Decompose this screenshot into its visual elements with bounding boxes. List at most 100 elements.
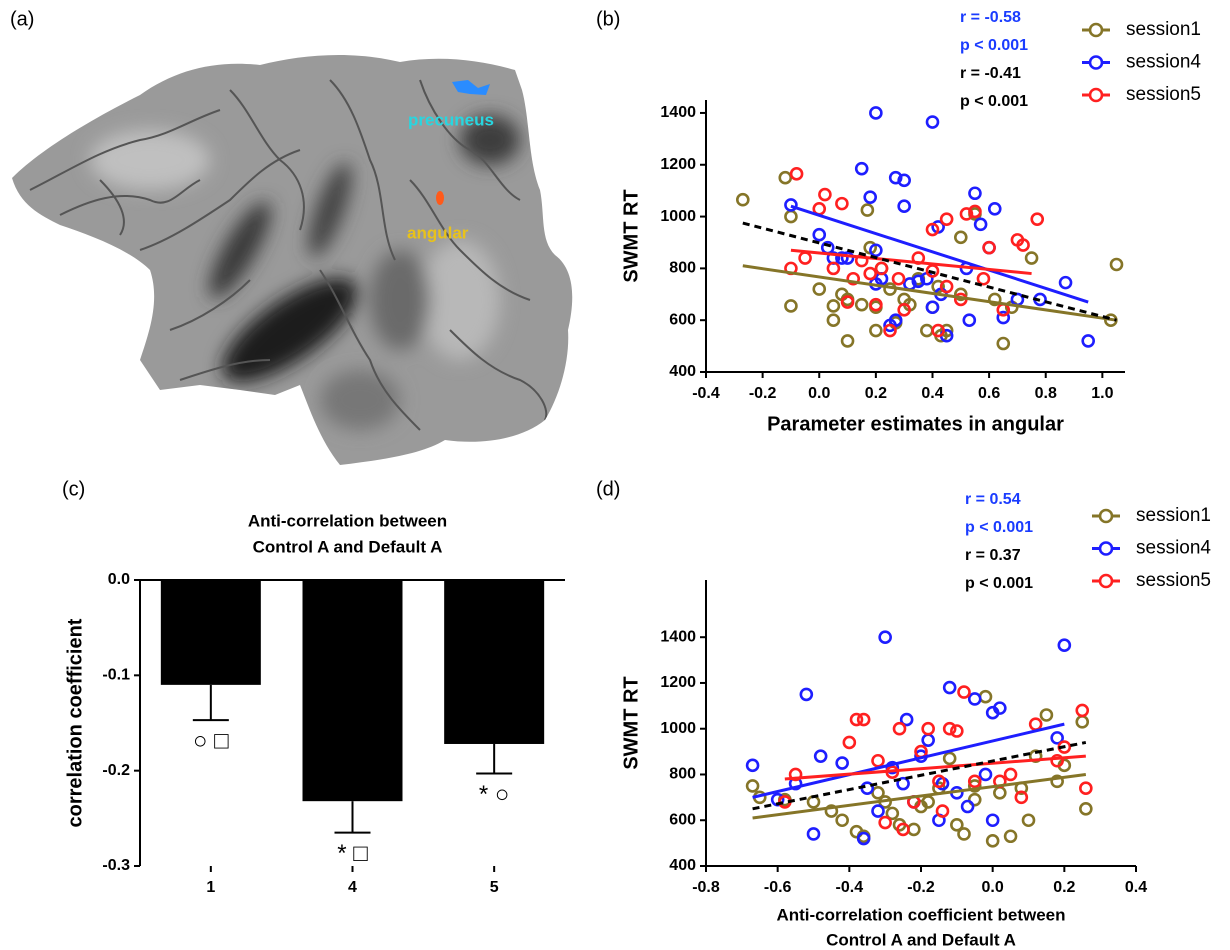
data-point <box>975 219 986 230</box>
data-point <box>870 325 881 336</box>
data-point <box>1077 716 1088 727</box>
data-point <box>899 201 910 212</box>
annotation: r = -0.41 <box>960 65 1021 82</box>
data-point <box>987 815 998 826</box>
data-point <box>927 117 938 128</box>
data-point <box>815 751 826 762</box>
data-point <box>959 687 970 698</box>
x-tick-label: -0.2 <box>749 385 777 402</box>
data-point <box>737 194 748 205</box>
data-point <box>964 315 975 326</box>
data-point <box>1080 783 1091 794</box>
x-tick-label: 1.0 <box>1091 385 1113 402</box>
y-axis-label: correlation coefficient <box>64 618 86 827</box>
data-point <box>856 299 867 310</box>
data-point <box>880 817 891 828</box>
data-point <box>1032 214 1043 225</box>
data-point <box>944 682 955 693</box>
x-tick-label: 0.2 <box>865 385 887 402</box>
figure: precuneus angular (a) (b) (c) (d) -0.4-0… <box>0 0 1230 950</box>
annotation: p < 0.001 <box>965 575 1033 592</box>
x-tick-label: 0.0 <box>982 879 1004 896</box>
data-point <box>908 824 919 835</box>
annotation: p < 0.001 <box>965 519 1033 536</box>
data-point <box>808 828 819 839</box>
x-axis-label: Parameter estimates in angular <box>767 413 1064 435</box>
data-point <box>978 273 989 284</box>
data-point <box>837 815 848 826</box>
x-tick-label: 5 <box>490 879 499 896</box>
x-tick-label: 0.8 <box>1035 385 1057 402</box>
panel-label: (a) <box>10 8 34 30</box>
y-tick-label: 1000 <box>660 208 696 225</box>
data-point <box>862 205 873 216</box>
x-tick-label: 0.0 <box>808 385 830 402</box>
data-point <box>994 787 1005 798</box>
y-tick-label: 0.0 <box>108 571 130 588</box>
data-point <box>1005 769 1016 780</box>
annotation: r = 0.54 <box>965 491 1021 508</box>
x-axis-label: Anti-correlation coefficient between <box>776 905 1065 924</box>
annotation: r = -0.58 <box>960 9 1021 26</box>
panel-label: (d) <box>596 478 620 500</box>
data-point <box>1023 815 1034 826</box>
y-tick-label: -0.1 <box>102 667 130 684</box>
data-point <box>836 198 847 209</box>
annotation: r = 0.37 <box>965 547 1021 564</box>
brain-label: angular <box>407 223 469 242</box>
data-point <box>1030 719 1041 730</box>
brain-label: precuneus <box>408 110 494 129</box>
data-point <box>800 253 811 264</box>
data-point <box>856 163 867 174</box>
data-point <box>814 284 825 295</box>
overall-fit-line <box>743 223 1117 320</box>
data-point <box>989 203 1000 214</box>
y-tick-label: -0.3 <box>102 857 130 874</box>
legend-label: session4 <box>1126 52 1201 73</box>
data-point <box>1041 709 1052 720</box>
data-point <box>969 188 980 199</box>
chart-title: Control A and Default A <box>253 537 443 556</box>
data-point <box>1077 705 1088 716</box>
y-tick-label: 1400 <box>660 628 696 645</box>
data-point <box>819 189 830 200</box>
data-point <box>927 302 938 313</box>
data-point <box>1012 294 1023 305</box>
x-tick-label: -0.4 <box>836 879 864 896</box>
legend-marker <box>1090 89 1102 101</box>
data-point <box>962 801 973 812</box>
data-point <box>923 723 934 734</box>
data-point <box>844 737 855 748</box>
data-point <box>998 338 1009 349</box>
legend-label: session1 <box>1136 505 1211 526</box>
legend-marker <box>1090 57 1102 69</box>
bar <box>303 580 403 801</box>
x-tick-label: -0.8 <box>692 879 720 896</box>
x-tick-label: -0.4 <box>692 385 720 402</box>
data-point <box>801 689 812 700</box>
y-axis-label: SWMT RT <box>620 676 642 769</box>
y-tick-label: -0.2 <box>102 762 130 779</box>
data-point <box>893 273 904 284</box>
data-point <box>828 315 839 326</box>
data-point <box>987 835 998 846</box>
data-point <box>1111 259 1122 270</box>
bar <box>161 580 261 685</box>
x-tick-label: 4 <box>348 879 357 896</box>
x-tick-label: 0.4 <box>921 385 943 402</box>
legend-marker <box>1090 24 1102 36</box>
data-point <box>870 107 881 118</box>
legend-marker <box>1100 575 1112 587</box>
brain-panel: precuneus angular <box>0 40 600 480</box>
y-tick-label: 800 <box>669 260 696 277</box>
x-tick-label: 0.6 <box>978 385 1000 402</box>
legend-label: session1 <box>1126 19 1201 40</box>
y-tick-label: 1400 <box>660 104 696 121</box>
data-point <box>969 693 980 704</box>
x-tick-label: -0.6 <box>764 879 792 896</box>
legend-label: session4 <box>1136 538 1211 559</box>
data-point <box>944 723 955 734</box>
legend-marker <box>1100 510 1112 522</box>
data-point <box>1080 803 1091 814</box>
data-point <box>1005 831 1016 842</box>
